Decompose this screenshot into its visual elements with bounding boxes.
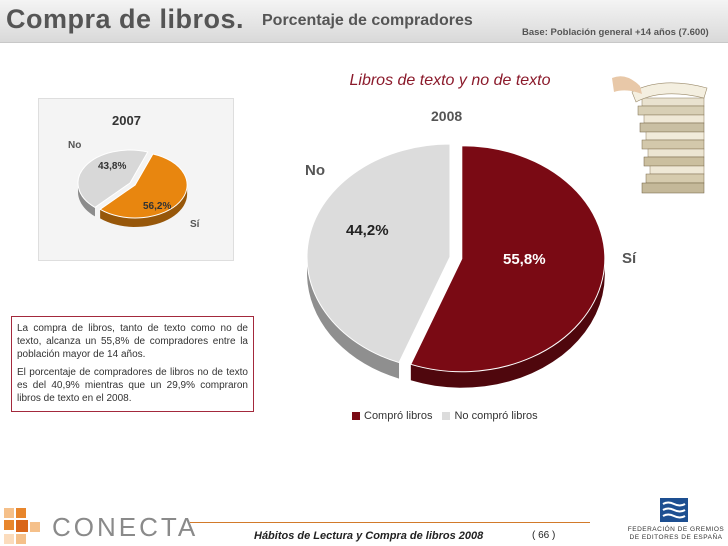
books-stack-image [612, 76, 708, 194]
pie-2008-slice-side-si [410, 259, 605, 388]
pie-2007-value-no: 43,8% [98, 161, 127, 172]
pie-2008-label-si: Sí [622, 250, 637, 267]
pie-2008-slice-si [410, 145, 606, 373]
federation-logo-icon [660, 498, 688, 522]
federation-name: FEDERACIÓN DE GREMIOS DE EDITORES DE ESP… [627, 526, 725, 541]
pie-2007-slice-si [99, 153, 188, 219]
legend-item: Compró libros [352, 410, 432, 422]
pie-2007-slice-no [77, 149, 149, 208]
report-title: Hábitos de Lectura y Compra de libros 20… [254, 530, 484, 542]
chart-legend: Compró libros No compró libros [352, 410, 538, 422]
pie-2007-value-si: 56,2% [143, 201, 172, 212]
page-subtitle: Porcentaje de compradores [262, 12, 473, 29]
pie-2007-slice-side-no [78, 183, 95, 217]
legend-label-compro: Compró libros [364, 410, 433, 422]
legend-swatch-compro [352, 412, 360, 420]
footer-divider [190, 522, 590, 523]
pie-2008-slice-side-no [307, 259, 400, 379]
page-title: Compra de libros. [6, 4, 245, 34]
page-number: ( 66 ) [532, 530, 556, 541]
summary-note: La compra de libros, tanto de texto como… [11, 316, 254, 412]
conecta-logo-icon [4, 508, 40, 544]
pie-2007-label-si: Sí [190, 219, 200, 230]
legend-item: No compró libros [442, 410, 538, 422]
base-note: Base: Población general +14 años (7.600) [522, 27, 709, 38]
conecta-brand: CONECTA [52, 512, 199, 542]
pie-2008-value-no: 44,2% [346, 222, 389, 239]
pie-2008-label-no: No [305, 162, 325, 179]
pie-2007-panel [38, 98, 234, 261]
pie-2007-slice-side-si [100, 185, 188, 227]
pie-2008-title: 2008 [431, 108, 463, 124]
pie-2007-title: 2007 [112, 113, 141, 128]
pie-2008-value-si: 55,8% [503, 251, 546, 268]
header-bar: Compra de libros. Porcentaje de comprado… [0, 0, 728, 43]
summary-paragraph-2: El porcentaje de compradores de libros n… [17, 367, 248, 404]
legend-label-no-compro: No compró libros [454, 410, 538, 422]
summary-paragraph-1: La compra de libros, tanto de texto como… [17, 323, 248, 360]
pie-2007-label-no: No [68, 140, 82, 151]
legend-swatch-no-compro [442, 412, 451, 420]
chart-title: Libros de texto y no de texto [349, 72, 551, 89]
pie-2008-slice-no [306, 143, 451, 364]
